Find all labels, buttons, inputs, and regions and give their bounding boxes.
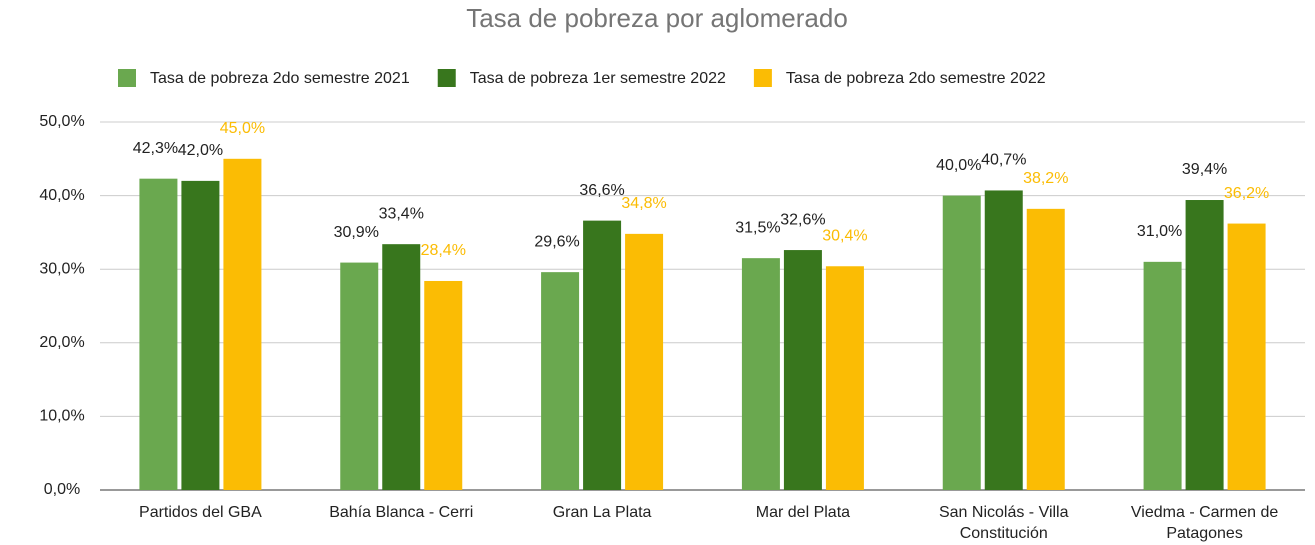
data-label: 39,4%	[1182, 161, 1227, 178]
bar	[181, 180, 220, 490]
bar	[340, 262, 379, 490]
data-label: 33,4%	[379, 205, 424, 222]
data-label: 45,0%	[220, 120, 265, 137]
bar	[139, 178, 178, 490]
legend-swatch	[437, 69, 456, 87]
data-label: 31,5%	[735, 219, 780, 236]
y-tick-label: 10,0%	[39, 408, 84, 425]
bar	[741, 258, 780, 490]
bar	[783, 250, 822, 490]
legend-label: Tasa de pobreza 2do semestre 2022	[786, 70, 1046, 87]
x-tick-label: San Nicolás - Villa Constitución	[938, 504, 1069, 542]
data-label: 40,7%	[981, 152, 1026, 169]
bar	[1026, 208, 1065, 490]
x-tick-label: Bahía Blanca - Cerri	[329, 504, 474, 521]
data-label: 38,2%	[1023, 170, 1068, 187]
data-label: 36,6%	[579, 182, 624, 199]
bar	[541, 272, 580, 490]
legend-label: Tasa de pobreza 1er semestre 2022	[470, 70, 726, 87]
y-tick-label: 50,0%	[39, 113, 84, 130]
bar	[1143, 261, 1182, 490]
data-label: 42,3%	[133, 140, 178, 157]
bar	[583, 220, 622, 490]
data-label: 31,0%	[1137, 223, 1182, 240]
data-label: 30,9%	[334, 224, 379, 241]
data-label: 30,4%	[822, 227, 867, 244]
legend-swatch	[753, 69, 772, 87]
chart-title: Tasa de pobreza por aglomerado	[466, 3, 848, 33]
data-label: 34,8%	[621, 195, 666, 212]
bar	[984, 190, 1023, 490]
x-tick-label: Viedma - Carmen de Patagones	[1130, 504, 1279, 542]
data-label: 29,6%	[534, 233, 579, 250]
legend-label: Tasa de pobreza 2do semestre 2021	[150, 70, 410, 87]
bar	[223, 158, 262, 491]
data-label: 28,4%	[421, 242, 466, 259]
bar	[1227, 223, 1266, 490]
bar	[942, 195, 981, 490]
bar	[382, 244, 421, 490]
x-tick-label: Partidos del GBA	[139, 504, 262, 521]
legend-swatch	[118, 69, 136, 87]
y-tick-label: 40,0%	[39, 187, 84, 204]
data-label: 40,0%	[936, 157, 981, 174]
data-label: 42,0%	[178, 142, 223, 159]
bar	[1185, 200, 1224, 491]
bar	[825, 266, 864, 490]
y-tick-label: 0,0%	[44, 481, 80, 498]
bar	[424, 280, 463, 490]
data-label: 32,6%	[780, 211, 825, 228]
y-tick-label: 20,0%	[39, 334, 84, 351]
y-tick-label: 30,0%	[39, 260, 84, 277]
x-tick-label: Mar del Plata	[755, 504, 851, 521]
x-tick-label: Gran La Plata	[552, 504, 652, 521]
bar	[625, 233, 664, 490]
data-label: 36,2%	[1224, 185, 1269, 202]
